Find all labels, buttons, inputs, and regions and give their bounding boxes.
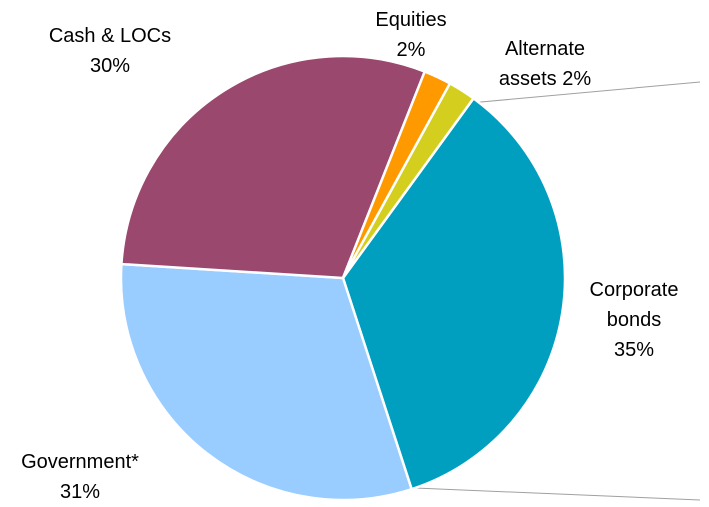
pie-slice <box>341 81 476 279</box>
category-label: Alternate assets <box>498 38 586 90</box>
value-label: 2% <box>562 68 592 90</box>
pie-slice <box>119 262 414 502</box>
category-label: Cash & LOCs <box>48 25 172 47</box>
value-label: 2% <box>396 39 426 61</box>
category-label: Equities <box>375 9 447 31</box>
value-label: 31% <box>59 481 101 503</box>
category-label: Government* <box>21 451 139 473</box>
slice-label: Cash & LOCs 30% <box>30 21 190 81</box>
pie-slice <box>341 96 567 491</box>
slice-label: Corporate bonds 35% <box>574 275 694 365</box>
slice-label: Alternate assets 2% <box>489 34 601 94</box>
slice-label: Equities 2% <box>361 5 461 65</box>
slice-label: Government* 31% <box>5 447 155 507</box>
value-label: 35% <box>613 339 655 361</box>
category-label: Corporate bonds <box>589 279 679 331</box>
leader-line <box>469 81 701 104</box>
leader-line <box>414 487 701 501</box>
value-label: 30% <box>89 55 131 77</box>
pie-slice <box>120 54 427 280</box>
